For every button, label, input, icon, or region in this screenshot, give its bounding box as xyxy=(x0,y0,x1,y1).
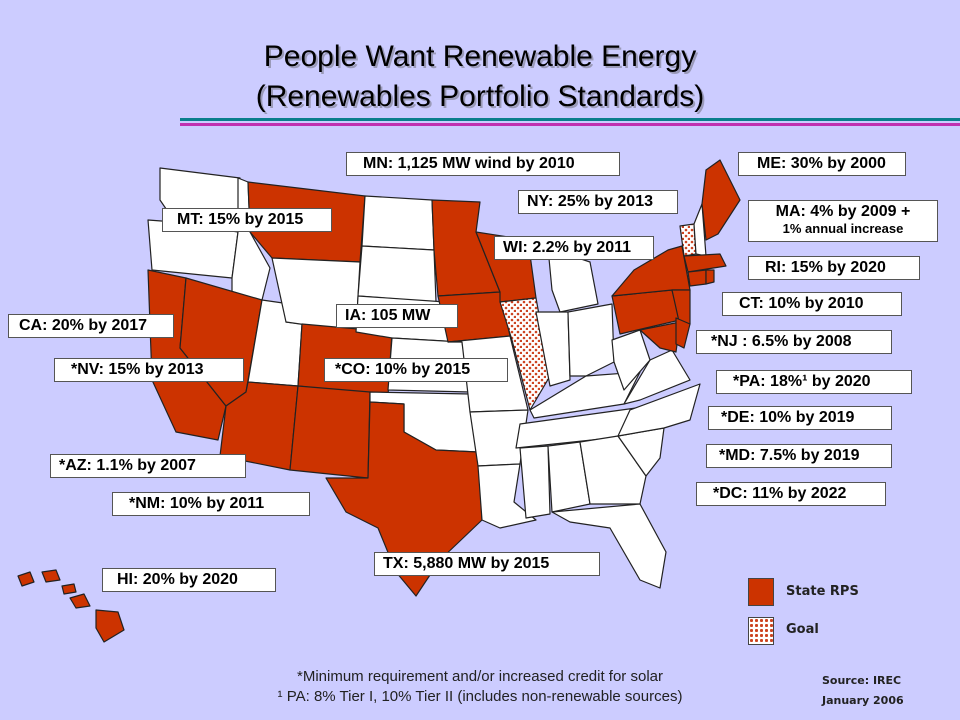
legend-swatch-goal xyxy=(748,617,774,645)
label-mn: MN: 1,125 MW wind by 2010 xyxy=(346,152,620,176)
footnote-solar: *Minimum requirement and/or increased cr… xyxy=(297,668,663,685)
label-mt: MT: 15% by 2015 xyxy=(162,208,332,232)
state-hi-5 xyxy=(95,609,125,643)
label-pa: *PA: 18%¹ by 2020 xyxy=(716,370,912,394)
state-de xyxy=(675,317,691,349)
label-ri: RI: 15% by 2020 xyxy=(748,256,920,280)
date-label: January 2006 xyxy=(822,694,904,707)
state-fl xyxy=(551,503,667,589)
label-ct: CT: 10% by 2010 xyxy=(722,292,902,316)
footnote-pa: ¹ PA: 8% Tier I, 10% Tier II (includes n… xyxy=(277,688,683,705)
state-ri xyxy=(705,269,715,285)
state-va xyxy=(623,349,691,405)
label-tx: TX: 5,880 MW by 2015 xyxy=(374,552,600,576)
state-hi-4 xyxy=(69,593,91,609)
title-rule-teal xyxy=(180,118,960,121)
state-sd xyxy=(357,245,437,303)
label-ca: CA: 20% by 2017 xyxy=(8,314,174,338)
state-me xyxy=(701,159,741,241)
label-nv: *NV: 15% by 2013 xyxy=(54,358,244,382)
label-ny: NY: 25% by 2013 xyxy=(518,190,678,214)
state-tx xyxy=(325,401,483,597)
state-la xyxy=(477,463,537,529)
state-nm xyxy=(289,385,371,479)
legend-label-rps: State RPS xyxy=(786,584,859,599)
state-hi-1 xyxy=(17,571,35,587)
label-ma-line1: MA: 4% by 2009 + xyxy=(775,203,911,220)
label-hi: HI: 20% by 2020 xyxy=(102,568,276,592)
state-nc xyxy=(617,383,701,437)
state-nd xyxy=(361,195,435,251)
label-md: *MD: 7.5% by 2019 xyxy=(706,444,892,468)
label-ia: IA: 105 MW xyxy=(336,304,458,328)
label-dc: *DC: 11% by 2022 xyxy=(696,482,886,506)
title-rule-magenta xyxy=(180,123,960,126)
slide-subtitle: (Renewables Portfolio Standards) xyxy=(255,80,705,113)
legend-swatch-rps xyxy=(748,578,774,606)
state-ct xyxy=(687,269,707,287)
state-oh xyxy=(567,303,615,377)
state-ms xyxy=(519,445,551,519)
label-ma: MA: 4% by 2009 + 1% annual increase xyxy=(748,200,938,242)
source-label: Source: IREC xyxy=(822,674,902,687)
state-in xyxy=(535,311,571,387)
label-wi: WI: 2.2% by 2011 xyxy=(494,236,654,260)
label-de: *DE: 10% by 2019 xyxy=(708,406,892,430)
slide-title: People Want Renewable Energy xyxy=(263,40,697,73)
state-ky xyxy=(529,371,641,419)
label-nj: *NJ : 6.5% by 2008 xyxy=(696,330,892,354)
state-il xyxy=(499,297,551,411)
state-md xyxy=(639,321,681,353)
legend-label-goal: Goal xyxy=(786,622,819,637)
state-hi-2 xyxy=(41,569,61,583)
state-ma xyxy=(683,253,727,273)
state-hi-3 xyxy=(61,583,77,595)
label-co: *CO: 10% by 2015 xyxy=(324,358,508,382)
label-nm: *NM: 10% by 2011 xyxy=(112,492,310,516)
label-az: *AZ: 1.1% by 2007 xyxy=(50,454,246,478)
label-me: ME: 30% by 2000 xyxy=(738,152,906,176)
state-wv xyxy=(611,329,651,391)
label-ma-line2: 1% annual increase xyxy=(782,221,904,236)
